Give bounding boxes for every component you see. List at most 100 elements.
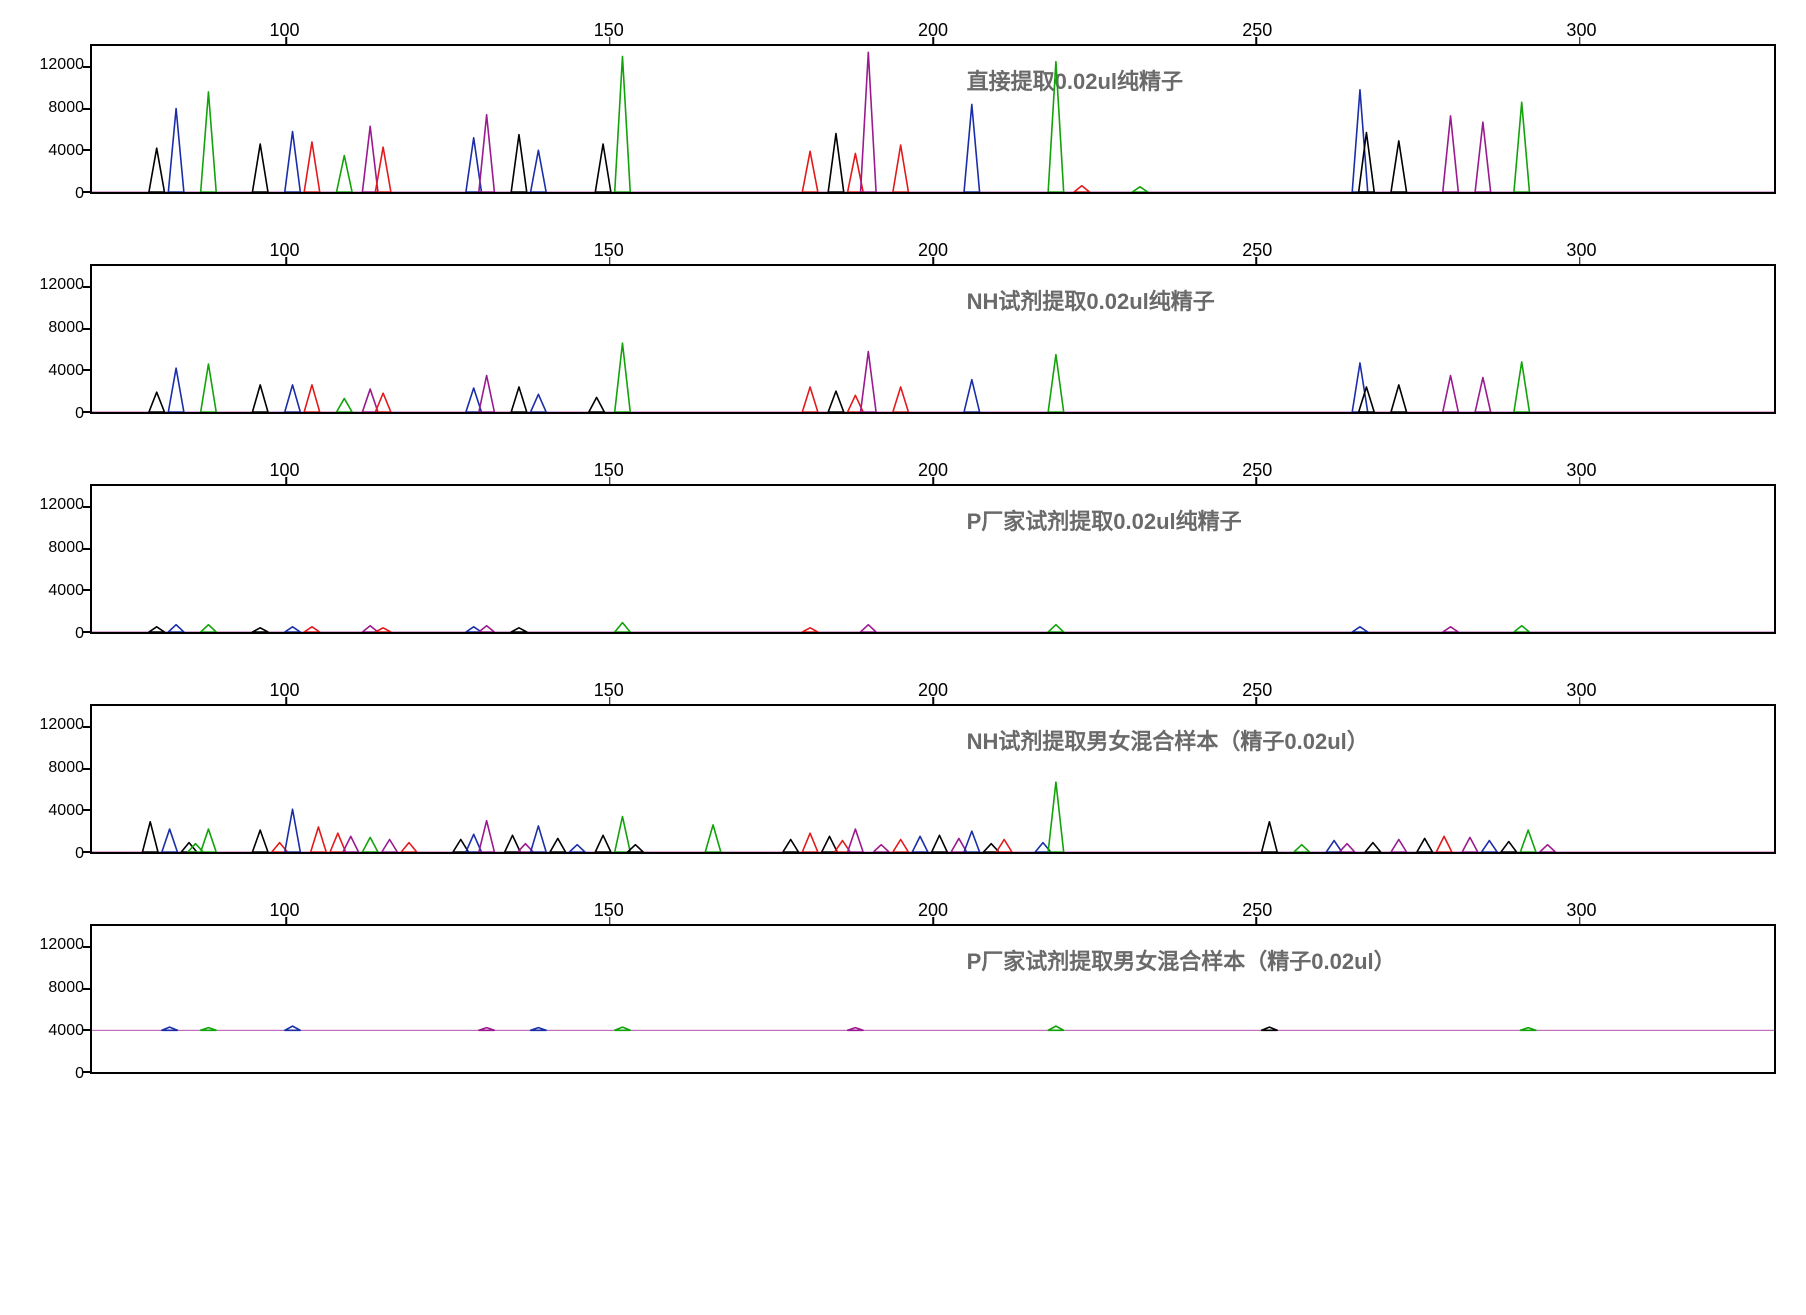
peak: [615, 343, 631, 412]
x-tick-label: 300: [1566, 240, 1596, 261]
peak: [589, 397, 605, 412]
y-tick-label: 4000: [48, 142, 84, 160]
peak: [162, 1027, 178, 1030]
y-axis: 04000800012000: [30, 484, 90, 634]
peak: [382, 839, 398, 852]
x-tick-label: 300: [1566, 460, 1596, 481]
peak: [964, 104, 980, 192]
peak: [479, 376, 495, 413]
peak: [168, 109, 184, 192]
y-tick-label: 12000: [40, 56, 85, 74]
peak: [1443, 627, 1459, 632]
y-tick-label: 0: [75, 845, 84, 863]
peak: [304, 627, 320, 632]
peak: [861, 352, 877, 412]
peak: [511, 387, 527, 412]
peak: [1475, 122, 1491, 192]
peak: [1475, 378, 1491, 412]
y-tick-label: 4000: [48, 362, 84, 380]
peak: [1048, 782, 1064, 852]
peak: [252, 830, 268, 852]
peak: [705, 825, 721, 852]
peak: [337, 156, 353, 193]
peak: [615, 56, 631, 192]
y-tick-label: 8000: [48, 759, 84, 777]
peak: [285, 1026, 301, 1030]
peak: [1514, 102, 1530, 192]
peak: [595, 144, 611, 192]
x-tick-label: 250: [1242, 900, 1272, 921]
peak: [1262, 1027, 1278, 1030]
peak: [802, 151, 818, 192]
peak: [1074, 186, 1090, 192]
y-tick-label: 12000: [40, 496, 85, 514]
peak: [1294, 845, 1310, 852]
y-tick-label: 8000: [48, 319, 84, 337]
peak: [1132, 187, 1148, 192]
peak: [1262, 822, 1278, 852]
x-tick-label: 250: [1242, 20, 1272, 41]
peak: [1391, 141, 1407, 192]
peaks-svg: [92, 926, 1774, 1072]
x-tick-label: 300: [1566, 680, 1596, 701]
x-tick-label: 250: [1242, 680, 1272, 701]
peak: [531, 150, 547, 192]
peak: [375, 628, 391, 632]
peak: [1436, 836, 1452, 852]
peaks-svg: [92, 46, 1774, 192]
peak: [1326, 841, 1342, 852]
peak: [964, 831, 980, 852]
peak: [1443, 376, 1459, 413]
y-tick-label: 4000: [48, 582, 84, 600]
peak: [304, 385, 320, 412]
peak: [1482, 841, 1498, 852]
y-tick-label: 12000: [40, 936, 85, 954]
peak: [828, 134, 844, 192]
y-tick-label: 0: [75, 185, 84, 203]
peak: [162, 829, 178, 852]
y-axis: 04000800012000: [30, 264, 90, 414]
peak: [848, 1028, 864, 1031]
plot-area: P厂家试剂提取男女混合样本（精子0.02ul）: [90, 924, 1776, 1074]
y-tick-label: 4000: [48, 802, 84, 820]
y-tick-label: 8000: [48, 99, 84, 117]
peak: [1417, 838, 1433, 852]
y-tick-label: 12000: [40, 716, 85, 734]
peak: [1391, 385, 1407, 412]
peak: [149, 392, 165, 412]
peak: [1048, 62, 1064, 192]
peak: [1520, 1028, 1536, 1031]
y-axis: 04000800012000: [30, 924, 90, 1074]
peak: [285, 627, 301, 632]
peak: [168, 625, 184, 632]
peak: [861, 52, 877, 192]
peak: [893, 387, 909, 412]
peaks-svg: [92, 706, 1774, 852]
peak: [615, 623, 631, 632]
peak: [996, 839, 1012, 852]
peak: [401, 843, 417, 852]
panel-1: 10015020025030004000800012000直接提取0.02ul纯…: [30, 20, 1776, 194]
peak: [802, 387, 818, 412]
peak: [615, 817, 631, 852]
peak: [873, 845, 889, 852]
peak: [479, 626, 495, 632]
peak: [304, 142, 320, 192]
peak: [1462, 837, 1478, 852]
x-tick-label: 300: [1566, 900, 1596, 921]
panel-4: 10015020025030004000800012000NH试剂提取男女混合样…: [30, 680, 1776, 854]
peak: [201, 625, 217, 632]
peak: [511, 628, 527, 632]
peak: [1352, 363, 1368, 412]
peak: [1048, 355, 1064, 412]
peak: [1501, 842, 1517, 852]
panel-2: 10015020025030004000800012000NH试剂提取0.02u…: [30, 240, 1776, 414]
panel-3: 10015020025030004000800012000P厂家试剂提取0.02…: [30, 460, 1776, 634]
peak: [569, 845, 585, 852]
peak: [1514, 362, 1530, 412]
peak: [1514, 626, 1530, 632]
peak: [861, 625, 877, 632]
peak: [1540, 845, 1556, 852]
peak: [285, 809, 301, 852]
peak: [285, 385, 301, 412]
